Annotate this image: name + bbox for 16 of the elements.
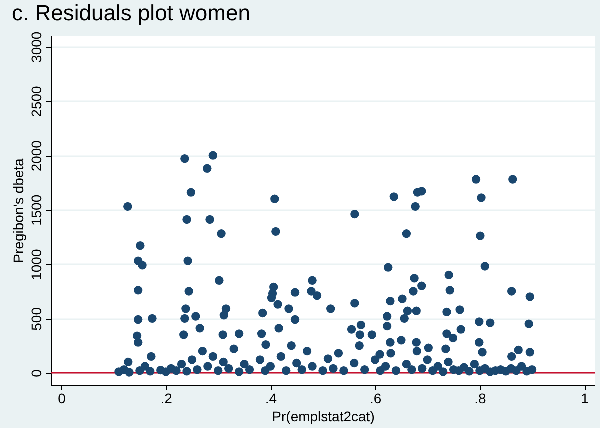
- y-tick-label: 1000: [28, 249, 44, 280]
- x-tick-label: .2: [160, 390, 173, 406]
- x-tick-label: 1: [581, 390, 590, 406]
- y-tick-label: 1500: [28, 194, 44, 226]
- y-tick-label: 0: [28, 369, 44, 378]
- x-tick-label: .6: [370, 390, 382, 406]
- y-tick-label: 2000: [28, 140, 44, 172]
- x-tick-label: 0: [58, 390, 66, 406]
- y-axis-title: Pregibon's dbeta: [10, 158, 26, 264]
- y-tick-label: 3000: [28, 32, 44, 63]
- chart-title: c. Residuals plot women: [12, 0, 250, 26]
- x-tick-label: .4: [265, 390, 278, 406]
- y-tick-label: 500: [28, 307, 44, 331]
- x-axis-title: Pr(emplstat2cat): [272, 408, 375, 424]
- x-tick-label: .8: [474, 390, 486, 406]
- y-tick-label: 2500: [28, 86, 44, 118]
